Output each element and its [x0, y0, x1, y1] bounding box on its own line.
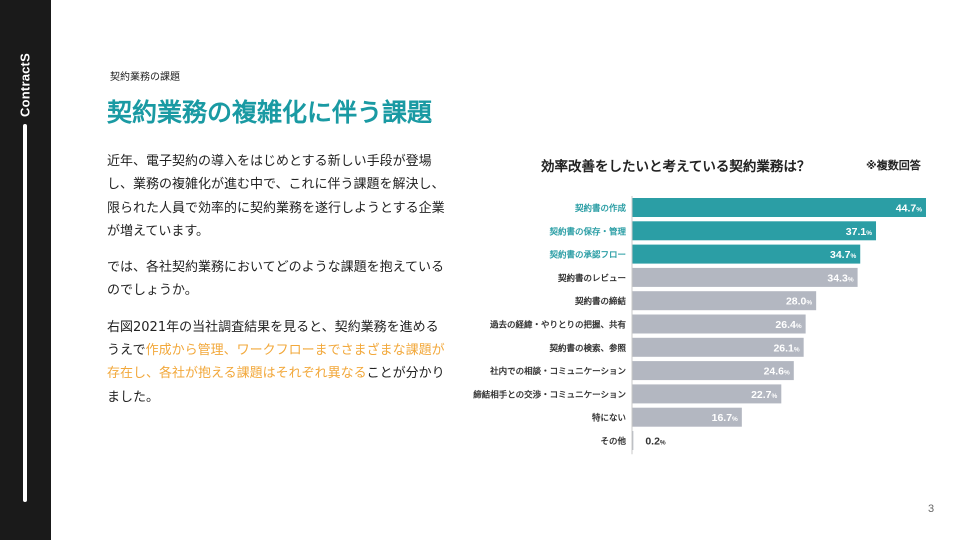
body-text: 近年、電子契約の導入をはじめとする新しい手段が登場し、業務の複雑化が進む中で、こ…	[107, 150, 447, 422]
category-label: 社内での相談・コミュニケーション	[489, 366, 626, 377]
value-label: 22.7%	[751, 389, 777, 401]
category-label: 契約書の作成	[574, 203, 627, 214]
paragraph-question: では、各社契約業務においてどのような課題を抱えているのでしょうか。	[107, 260, 444, 299]
brand-logo: ContractS	[17, 53, 33, 117]
bar	[632, 244, 861, 264]
category-label: 契約書の検索、参照	[548, 343, 626, 354]
category-label: 過去の経緯・やりとりの把握、共有	[489, 320, 627, 331]
category-label: 契約書の締結	[574, 296, 627, 307]
value-label: 16.7%	[712, 412, 738, 424]
bar	[632, 361, 794, 381]
findings-highlight: 作成から管理、ワークフローまでさまざまな課題が存在し、各社が抱える課題はそれぞれ…	[107, 343, 445, 382]
findings-text-end: ことが分かりました。	[107, 366, 445, 405]
sidebar-progress-bar	[23, 124, 27, 502]
category-label: 契約書の保存・管理	[548, 226, 626, 237]
chart-note: ※複数回答	[866, 159, 921, 172]
value-label: 26.4%	[775, 319, 801, 331]
chart-title: 効率改善をしたいと考えている契約業務は？	[541, 159, 811, 175]
page-number: 3	[928, 503, 935, 515]
category-label: 契約書の承認フロー	[548, 250, 626, 261]
section-label: 契約業務の課題	[110, 72, 180, 83]
value-label: 34.7%	[830, 249, 856, 261]
bar-chart: 契約書の作成 44.7% 契約書の保存・管理 37.1% 契約書の承認フロー 34.7% 契…	[473, 196, 926, 455]
bar	[632, 337, 804, 357]
value-label: 28.0%	[786, 296, 812, 308]
value-label: 34.3%	[827, 272, 853, 284]
bar	[632, 431, 634, 450]
value-label: 44.7%	[896, 203, 922, 215]
category-label: 締結相手との交渉・コミュニケーション	[473, 389, 626, 400]
bar	[632, 314, 806, 334]
paragraph-findings: 右図2021年の当社調査結果を見ると、契約業務を進めるうえで作成から管理、ワーク…	[107, 316, 447, 409]
category-label: その他	[600, 436, 626, 447]
bar	[632, 198, 926, 217]
findings-text-start: 右図2021年の当社調査結果を見ると、契約業務を進めるうえで	[107, 319, 439, 359]
value-label: 24.6%	[764, 366, 790, 378]
value-label: 26.1%	[773, 342, 799, 354]
page-title: 契約業務の複雑化に伴う課題	[107, 98, 433, 127]
category-label: 契約書のレビュー	[557, 273, 626, 284]
bar	[632, 291, 817, 311]
bar	[632, 407, 742, 427]
bar	[632, 384, 782, 404]
sidebar: ContractS	[0, 0, 51, 540]
bar	[632, 267, 858, 287]
value-label: 37.1%	[846, 226, 872, 238]
value-label: 0.2%	[645, 436, 666, 448]
paragraph-intro: 近年、電子契約の導入をはじめとする新しい手段が登場し、業務の複雑化が進む中で、こ…	[107, 154, 445, 239]
category-label: 特にない	[592, 413, 626, 424]
bar	[632, 221, 877, 241]
